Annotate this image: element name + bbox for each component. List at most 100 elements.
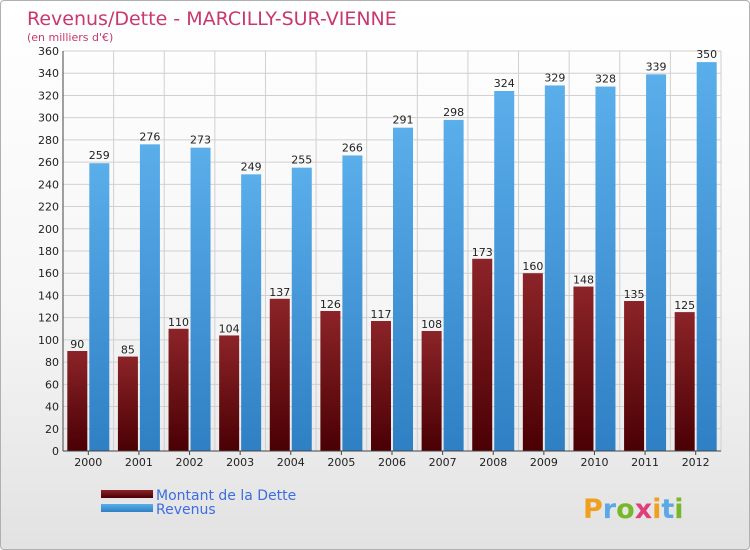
value-label-revenue-2000: 259 bbox=[89, 149, 110, 162]
bar-debt-2010 bbox=[573, 286, 594, 451]
bar-debt-2012 bbox=[674, 312, 695, 451]
legend-swatch-debt bbox=[101, 490, 153, 498]
bar-revenue-2006 bbox=[393, 127, 413, 452]
bar-revenue-2009 bbox=[544, 85, 565, 451]
bar-debt-2002 bbox=[168, 328, 189, 451]
bar-debt-2004 bbox=[269, 298, 290, 451]
value-label-debt-2007: 108 bbox=[421, 318, 442, 331]
bar-debt-2001 bbox=[117, 356, 138, 451]
y-tick-label: 180 bbox=[38, 245, 59, 258]
y-tick-label: 20 bbox=[45, 423, 59, 436]
logo-letter: r bbox=[603, 494, 617, 525]
y-tick-label: 140 bbox=[38, 289, 59, 302]
value-label-revenue-2011: 339 bbox=[646, 60, 667, 73]
x-tick-label: 2007 bbox=[429, 456, 457, 469]
value-label-debt-2000: 90 bbox=[70, 338, 84, 351]
legend-swatch-revenue bbox=[101, 504, 153, 512]
x-tick-label: 2002 bbox=[176, 456, 204, 469]
logo-letter: i bbox=[674, 494, 683, 525]
bar-revenue-2012 bbox=[696, 62, 717, 451]
y-tick-label: 220 bbox=[38, 201, 59, 214]
y-tick-label: 60 bbox=[45, 378, 59, 391]
value-label-revenue-2009: 329 bbox=[544, 71, 565, 84]
bar-debt-2011 bbox=[624, 301, 645, 451]
x-tick-label: 2011 bbox=[631, 456, 659, 469]
x-tick-label: 2006 bbox=[378, 456, 406, 469]
y-tick-label: 300 bbox=[38, 112, 59, 125]
x-tick-label: 2009 bbox=[530, 456, 558, 469]
bar-debt-2009 bbox=[522, 273, 543, 451]
logo-letter: i bbox=[652, 494, 661, 525]
y-tick-label: 240 bbox=[38, 178, 59, 191]
proxiti-logo: Proxiti bbox=[583, 494, 684, 525]
value-label-revenue-2003: 249 bbox=[241, 160, 262, 173]
x-tick-label: 2012 bbox=[682, 456, 710, 469]
bar-revenue-2011 bbox=[646, 74, 667, 451]
y-tick-label: 280 bbox=[38, 134, 59, 147]
y-tick-label: 340 bbox=[38, 67, 59, 80]
x-tick-label: 2008 bbox=[479, 456, 507, 469]
bar-debt-2005 bbox=[320, 311, 341, 451]
value-label-revenue-2001: 276 bbox=[139, 130, 160, 143]
x-tick-label: 2003 bbox=[226, 456, 254, 469]
logo-letter: P bbox=[583, 494, 603, 525]
value-label-debt-2009: 160 bbox=[522, 260, 543, 273]
value-label-revenue-2012: 350 bbox=[696, 48, 717, 61]
value-label-debt-2011: 135 bbox=[624, 288, 645, 301]
value-label-revenue-2004: 255 bbox=[291, 154, 312, 167]
bar-revenue-2005 bbox=[342, 155, 363, 451]
value-label-debt-2005: 126 bbox=[320, 298, 341, 311]
y-tick-label: 360 bbox=[38, 45, 59, 58]
value-label-revenue-2010: 328 bbox=[595, 73, 616, 86]
value-label-debt-2012: 125 bbox=[674, 299, 695, 312]
logo-letter: t bbox=[661, 494, 674, 525]
x-tick-label: 2004 bbox=[277, 456, 305, 469]
chart-subtitle: (en milliers d'€) bbox=[27, 31, 113, 44]
bar-debt-2006 bbox=[371, 321, 391, 451]
x-tick-label: 2001 bbox=[125, 456, 153, 469]
value-label-debt-2004: 137 bbox=[269, 286, 290, 299]
value-label-debt-2010: 148 bbox=[573, 274, 594, 287]
value-label-debt-2008: 173 bbox=[472, 246, 493, 259]
value-label-revenue-2002: 273 bbox=[190, 134, 211, 147]
bar-debt-2008 bbox=[472, 258, 493, 451]
value-label-debt-2002: 110 bbox=[168, 316, 189, 329]
bar-revenue-2002 bbox=[190, 147, 211, 451]
bar-revenue-2004 bbox=[291, 167, 312, 451]
y-tick-label: 200 bbox=[38, 223, 59, 236]
y-tick-label: 120 bbox=[38, 312, 59, 325]
x-tick-label: 2010 bbox=[580, 456, 608, 469]
value-label-debt-2003: 104 bbox=[219, 322, 240, 335]
y-tick-label: 100 bbox=[38, 334, 59, 347]
bar-revenue-2001 bbox=[139, 144, 160, 452]
y-tick-label: 0 bbox=[52, 445, 59, 458]
logo-letter: x bbox=[635, 494, 652, 525]
bar-debt-2000 bbox=[67, 351, 88, 451]
chart-title: Revenus/Dette - MARCILLY-SUR-VIENNE bbox=[27, 8, 397, 30]
bar-debt-2003 bbox=[219, 335, 240, 451]
y-tick-label: 160 bbox=[38, 267, 59, 280]
y-tick-label: 80 bbox=[45, 356, 59, 369]
bar-debt-2007 bbox=[421, 331, 442, 451]
x-tick-label: 2005 bbox=[327, 456, 355, 469]
bar-revenue-2007 bbox=[443, 119, 464, 451]
value-label-debt-2006: 117 bbox=[371, 308, 392, 321]
legend-label-debt: Montant de la Dette bbox=[156, 488, 296, 504]
logo-letter: o bbox=[616, 494, 635, 525]
y-tick-label: 40 bbox=[45, 401, 59, 414]
bar-revenue-2003 bbox=[241, 174, 262, 452]
y-tick-label: 320 bbox=[38, 89, 59, 102]
bar-revenue-2010 bbox=[595, 86, 616, 452]
y-tick-label: 260 bbox=[38, 156, 59, 169]
legend-label-revenue: Revenus bbox=[156, 502, 216, 518]
bar-revenue-2008 bbox=[494, 91, 515, 451]
value-label-revenue-2008: 324 bbox=[494, 77, 515, 90]
x-tick-label: 2000 bbox=[74, 456, 102, 469]
bar-revenue-2000 bbox=[89, 163, 110, 451]
value-label-revenue-2007: 298 bbox=[443, 106, 464, 119]
value-label-revenue-2005: 266 bbox=[342, 141, 363, 154]
value-label-revenue-2006: 291 bbox=[393, 114, 414, 127]
value-label-debt-2001: 85 bbox=[121, 344, 135, 357]
